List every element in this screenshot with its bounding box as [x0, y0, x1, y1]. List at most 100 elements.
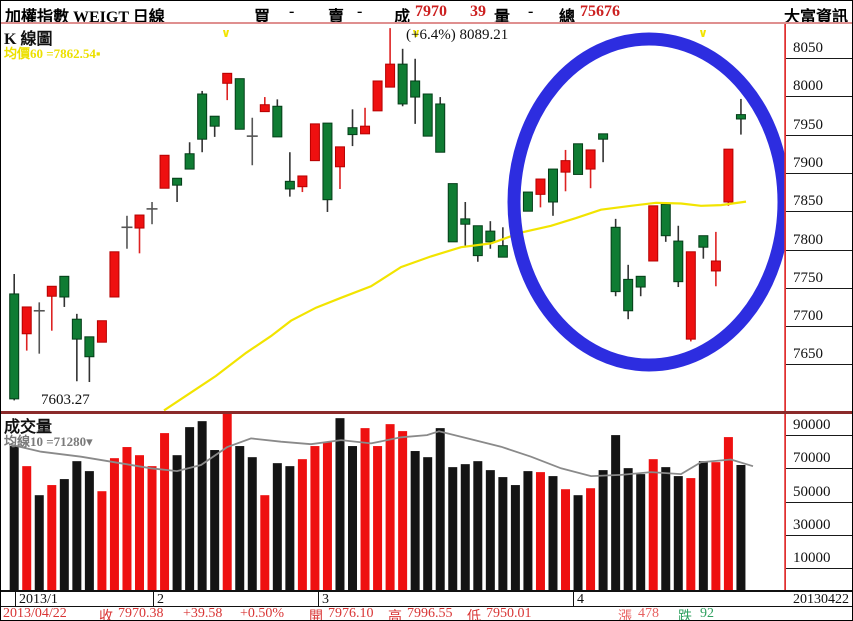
volume-bar — [97, 491, 107, 590]
last-date-label: 20130422 — [793, 592, 849, 607]
price-axis: 8050 8000 7950 7900 7850 7800 7750 7700 7650 — [785, 24, 852, 411]
volume-label: 量 — [494, 9, 511, 26]
price-tick-label: 7700 — [793, 308, 823, 325]
volume-bar — [598, 470, 608, 590]
volume-bar — [636, 474, 646, 590]
volume-bar — [561, 489, 571, 590]
volume-bar — [698, 461, 708, 590]
volume-bar — [586, 488, 596, 590]
open-value: 7976.10 — [328, 606, 374, 621]
candle-up — [535, 178, 546, 195]
volume-bar — [385, 424, 395, 590]
candle-down — [172, 177, 183, 186]
instrument-title: 加權指數 WEIGT 日線 — [5, 9, 165, 26]
x-tick-label: 4 — [577, 592, 584, 607]
volume-axis: 90000 70000 50000 30000 10000 — [785, 414, 852, 590]
candle-up — [360, 125, 371, 135]
volume-bar — [711, 462, 721, 590]
volume-bar — [59, 479, 69, 590]
candle-down — [322, 122, 333, 201]
candle-down — [197, 93, 208, 140]
candle-down — [71, 318, 82, 340]
axis-gridline — [786, 468, 852, 470]
candle-down — [698, 235, 709, 248]
volume-bar — [222, 414, 232, 590]
brand-label: 大富資訊 — [783, 9, 848, 26]
volume-bar — [47, 485, 57, 590]
volume-bar — [473, 461, 483, 590]
close-value: 7970.38 — [118, 606, 164, 621]
candle-down — [9, 293, 20, 400]
candle-down — [623, 278, 634, 312]
candle-down — [610, 226, 621, 293]
total-label: 總 — [559, 9, 576, 26]
volume-bar — [523, 471, 533, 590]
candle-down — [460, 218, 471, 225]
candle-down — [272, 105, 283, 138]
volume-bar — [348, 446, 358, 590]
decliners-count: 92 — [700, 606, 714, 621]
candle-down — [209, 115, 220, 127]
x-tick — [15, 592, 16, 606]
x-tick — [573, 592, 574, 606]
volume-bar — [272, 463, 282, 590]
price-pane[interactable]: ∨ ∨ ∨ K 線圖 均價60 =7862.54▪ (+6.4%) 8089.21 … — [1, 24, 785, 411]
volume-bar — [498, 477, 508, 590]
candle-down — [347, 127, 358, 136]
volume-bar — [109, 458, 119, 590]
close-label: 收 — [99, 610, 113, 621]
period-low-label: 7603.27 — [41, 392, 90, 408]
sell-value: - — [357, 3, 363, 20]
low-value: 7950.01 — [486, 606, 532, 621]
volume-bar — [210, 450, 220, 590]
axis-gridline — [786, 96, 852, 98]
header-bar: 加權指數 WEIGT 日線 買 - 賣 - 成 7970 39 量 - 總 75… — [1, 1, 852, 26]
volume-bar — [72, 461, 82, 590]
volume-bar — [84, 471, 94, 590]
volume-bar — [623, 468, 633, 590]
volume-bar — [9, 446, 19, 590]
annotation-ellipse — [507, 32, 785, 372]
volume-chart-svg[interactable] — [1, 414, 785, 590]
deal-lot: 39 — [470, 3, 486, 20]
candle-down — [497, 245, 508, 258]
candle-up — [372, 80, 383, 112]
candle-up — [723, 148, 734, 203]
volume-bar — [435, 428, 445, 590]
price-chart-svg[interactable]: ∨ ∨ ∨ — [1, 24, 785, 411]
volume-tick-label: 90000 — [793, 417, 831, 434]
high-value: 7996.55 — [407, 606, 453, 621]
volume-bar — [310, 446, 320, 590]
decliners-label: 跌 — [678, 610, 692, 621]
candle-up — [710, 260, 721, 272]
volume-bar — [573, 495, 583, 590]
kline-title: K 線圖 — [4, 31, 53, 48]
x-axis: 20130422 2013/1 2 3 4 — [1, 590, 852, 607]
price-tick-label: 8000 — [793, 78, 823, 95]
volume-bar — [548, 476, 558, 590]
volume-pane[interactable]: 成交量 均線10 =71280▾ — [1, 414, 785, 590]
price-tick-label: 7850 — [793, 193, 823, 210]
volume-bar — [260, 495, 270, 590]
ma60-marker: ▪ — [95, 46, 101, 61]
axis-gridline — [786, 364, 852, 366]
axis-gridline — [786, 567, 852, 569]
ma10-line — [8, 430, 754, 478]
candle-up — [134, 214, 145, 229]
volume-bar — [297, 459, 307, 590]
candle-up — [21, 306, 32, 335]
price-tick-label: 8050 — [793, 40, 823, 56]
peak-label: (+6.4%) 8089.21 — [406, 27, 509, 43]
axis-gridline — [786, 435, 852, 437]
volume-bar — [410, 451, 420, 590]
candle-down — [598, 133, 609, 140]
volume-bar — [448, 467, 458, 590]
candle-down — [735, 114, 746, 120]
volume-bar — [172, 455, 182, 590]
buy-value: - — [289, 3, 295, 20]
candle-down — [422, 93, 433, 137]
axis-gridline — [786, 172, 852, 174]
ma10-label: 均線10 =71280▾ — [4, 434, 93, 449]
volume-bar — [661, 467, 671, 590]
volume-bar — [235, 446, 245, 590]
